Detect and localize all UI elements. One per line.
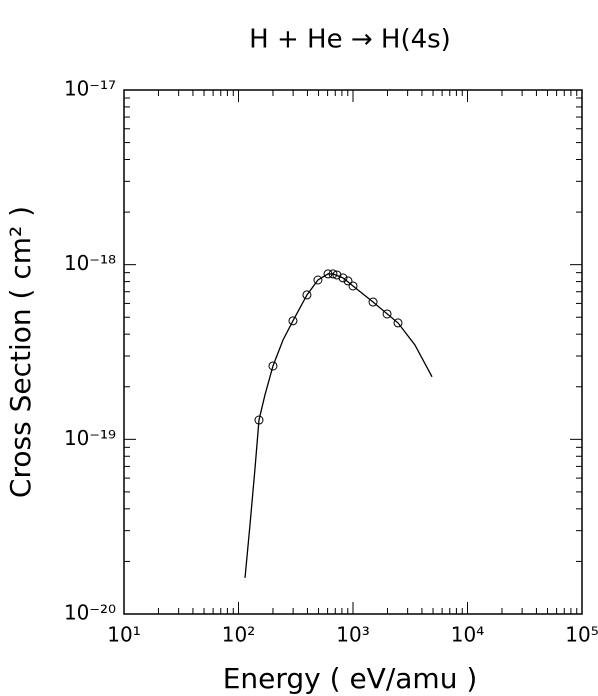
data-point	[343, 276, 353, 286]
data-point	[288, 316, 298, 326]
data-point	[348, 281, 358, 291]
x-tick-label: 10²	[222, 623, 255, 647]
data-point	[332, 270, 342, 280]
plot-frame	[123, 89, 583, 615]
data-point	[323, 269, 333, 279]
data-point	[393, 318, 403, 328]
data-point	[328, 269, 338, 279]
data-point	[268, 361, 278, 371]
data-point	[368, 297, 378, 307]
y-tick-label: 10⁻²⁰	[64, 601, 116, 625]
data-point	[302, 290, 312, 300]
chart-title: H + He → H(4s)	[249, 25, 451, 55]
x-tick-label: 10³	[336, 623, 369, 647]
data-point	[313, 275, 323, 285]
y-tick-label: 10⁻¹⁷	[64, 77, 116, 101]
x-tick-label: 10¹	[107, 623, 140, 647]
data-point	[338, 273, 348, 283]
y-tick-label: 10⁻¹⁸	[64, 251, 116, 275]
y-tick-label: 10⁻¹⁹	[64, 426, 116, 450]
x-tick-label: 10⁴	[451, 623, 484, 647]
x-tick-label: 10⁵	[565, 623, 598, 647]
y-axis-label: Cross Section ( cm² )	[4, 206, 37, 498]
data-point	[254, 415, 264, 425]
fit-curve	[244, 273, 433, 578]
x-axis-label: Energy ( eV/amu )	[223, 662, 478, 695]
data-point	[382, 309, 392, 319]
